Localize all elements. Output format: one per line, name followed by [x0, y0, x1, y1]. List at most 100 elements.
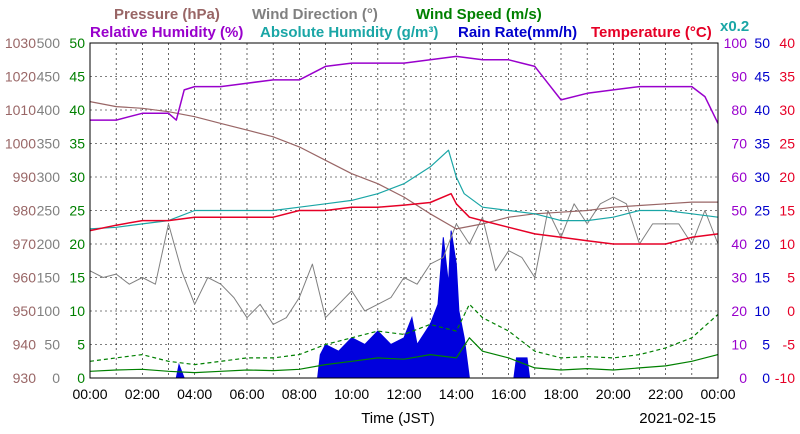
y-tick-humidity: 60 — [731, 169, 747, 185]
y-tick-wind-speed: 35 — [69, 136, 85, 152]
x-tick: 14:00 — [439, 386, 474, 402]
series-wind-direction — [89, 196, 719, 325]
y-tick-pressure: 990 — [13, 169, 37, 185]
series-wind-gust — [89, 303, 719, 366]
y-tick-temperature: -10 — [775, 370, 795, 386]
y-tick-wind-speed: 40 — [69, 102, 85, 118]
y-tick-wind-direction: 450 — [37, 69, 61, 85]
series-relative-humidity — [90, 55, 719, 124]
date-label: 2021-02-15 — [639, 410, 716, 427]
series-absolute-humidity — [89, 149, 719, 230]
y-tick-pressure: 1000 — [5, 136, 36, 152]
x-tick: 00:00 — [700, 386, 735, 402]
y-tick-humidity: 40 — [731, 236, 747, 252]
x-tick: 18:00 — [543, 386, 578, 402]
y-tick-rain-rate: 40 — [754, 102, 770, 118]
y-tick-wind-speed: 15 — [69, 270, 85, 286]
y-tick-humidity: 20 — [731, 303, 747, 319]
y-tick-wind-direction: 300 — [37, 169, 61, 185]
y-tick-wind-direction: 50 — [44, 337, 60, 353]
x-axis-title: Time (JST) — [361, 410, 435, 427]
x-tick: 16:00 — [491, 386, 526, 402]
y-tick-pressure: 930 — [13, 370, 37, 386]
y-tick-wind-direction: 200 — [37, 236, 61, 252]
y-tick-humidity: 90 — [731, 69, 747, 85]
x-tick: 12:00 — [386, 386, 421, 402]
legend-rain-rate: Rain Rate(mm/h) — [458, 24, 577, 41]
y-tick-wind-speed: 5 — [77, 337, 85, 353]
y-tick-temperature: 0 — [787, 303, 795, 319]
legend-temperature: Temperature (°C) — [591, 24, 712, 41]
x-tick: 10:00 — [334, 386, 369, 402]
x-tick: 06:00 — [229, 386, 264, 402]
series-wind-speed — [89, 337, 719, 374]
y-tick-wind-direction: 150 — [37, 270, 61, 286]
y-tick-wind-speed: 10 — [69, 303, 85, 319]
y-tick-wind-direction: 500 — [37, 35, 61, 51]
y-tick-rain-rate: 15 — [754, 270, 770, 286]
y-tick-wind-speed: 50 — [69, 35, 85, 51]
y-tick-humidity: 80 — [731, 102, 747, 118]
y-tick-humidity: 10 — [731, 337, 747, 353]
y-tick-temperature: 40 — [779, 35, 795, 51]
series-temperature — [89, 192, 719, 245]
y-tick-pressure: 1010 — [5, 102, 36, 118]
y-tick-rain-rate: 20 — [754, 236, 770, 252]
axes: 1030102010101000990980970960950940930500… — [5, 35, 795, 402]
y-tick-temperature: 30 — [779, 102, 795, 118]
y-tick-wind-speed: 45 — [69, 69, 85, 85]
y-tick-wind-direction: 400 — [37, 102, 61, 118]
legend-absolute-humidity: Absolute Humidity (g/m³) — [260, 24, 438, 41]
y-tick-pressure: 940 — [13, 337, 37, 353]
y-tick-temperature: 20 — [779, 169, 795, 185]
legend-relative-humidity: Relative Humidity (%) — [90, 24, 243, 41]
y-tick-pressure: 980 — [13, 203, 37, 219]
y-tick-pressure: 960 — [13, 270, 37, 286]
x-tick: 22:00 — [648, 386, 683, 402]
x-tick: 00:00 — [72, 386, 107, 402]
y-tick-wind-speed: 25 — [69, 203, 85, 219]
y-tick-temperature: 25 — [779, 136, 795, 152]
plot-area — [89, 42, 719, 379]
y-tick-pressure: 1030 — [5, 35, 36, 51]
y-tick-temperature: 35 — [779, 69, 795, 85]
y-tick-humidity: 30 — [731, 270, 747, 286]
legend: Pressure (hPa) Wind Direction (°) Wind S… — [90, 6, 749, 41]
y-tick-temperature: 15 — [779, 203, 795, 219]
y-tick-rain-rate: 30 — [754, 169, 770, 185]
y-tick-rain-rate: 10 — [754, 303, 770, 319]
y-tick-rain-rate: 35 — [754, 136, 770, 152]
y-tick-pressure: 950 — [13, 303, 37, 319]
legend-wind-speed: Wind Speed (m/s) — [416, 6, 542, 23]
y-tick-wind-speed: 0 — [77, 370, 85, 386]
y-tick-humidity: 50 — [731, 203, 747, 219]
x-tick: 08:00 — [282, 386, 317, 402]
y-tick-wind-direction: 250 — [37, 203, 61, 219]
y-tick-temperature: 5 — [787, 270, 795, 286]
legend-wind-direction: Wind Direction (°) — [252, 6, 378, 23]
plot-frame — [89, 42, 719, 379]
y-tick-rain-rate: 5 — [762, 337, 770, 353]
y-tick-rain-rate: 25 — [754, 203, 770, 219]
y-tick-temperature: 10 — [779, 236, 795, 252]
y-tick-wind-direction: 0 — [52, 370, 60, 386]
y-tick-wind-direction: 350 — [37, 136, 61, 152]
y-tick-pressure: 1020 — [5, 69, 36, 85]
y-tick-humidity: 70 — [731, 136, 747, 152]
y-tick-pressure: 970 — [13, 236, 37, 252]
y-tick-rain-rate: 50 — [754, 35, 770, 51]
y-tick-wind-speed: 30 — [69, 169, 85, 185]
y-tick-wind-speed: 20 — [69, 236, 85, 252]
x-tick: 02:00 — [125, 386, 160, 402]
y-tick-humidity: 0 — [739, 370, 747, 386]
x-tick: 04:00 — [177, 386, 212, 402]
x-tick: 20:00 — [596, 386, 631, 402]
y-tick-humidity: 100 — [724, 35, 748, 51]
legend-pressure: Pressure (hPa) — [114, 6, 220, 23]
y-tick-temperature: -5 — [783, 337, 796, 353]
y-tick-rain-rate: 0 — [762, 370, 770, 386]
y-tick-wind-direction: 100 — [37, 303, 61, 319]
y-tick-rain-rate: 45 — [754, 69, 770, 85]
series-pressure — [89, 101, 718, 230]
